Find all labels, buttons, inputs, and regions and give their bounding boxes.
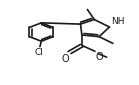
- Text: NH: NH: [111, 17, 124, 26]
- Text: O: O: [62, 54, 69, 64]
- Text: Cl: Cl: [34, 48, 43, 57]
- Text: O: O: [96, 52, 103, 62]
